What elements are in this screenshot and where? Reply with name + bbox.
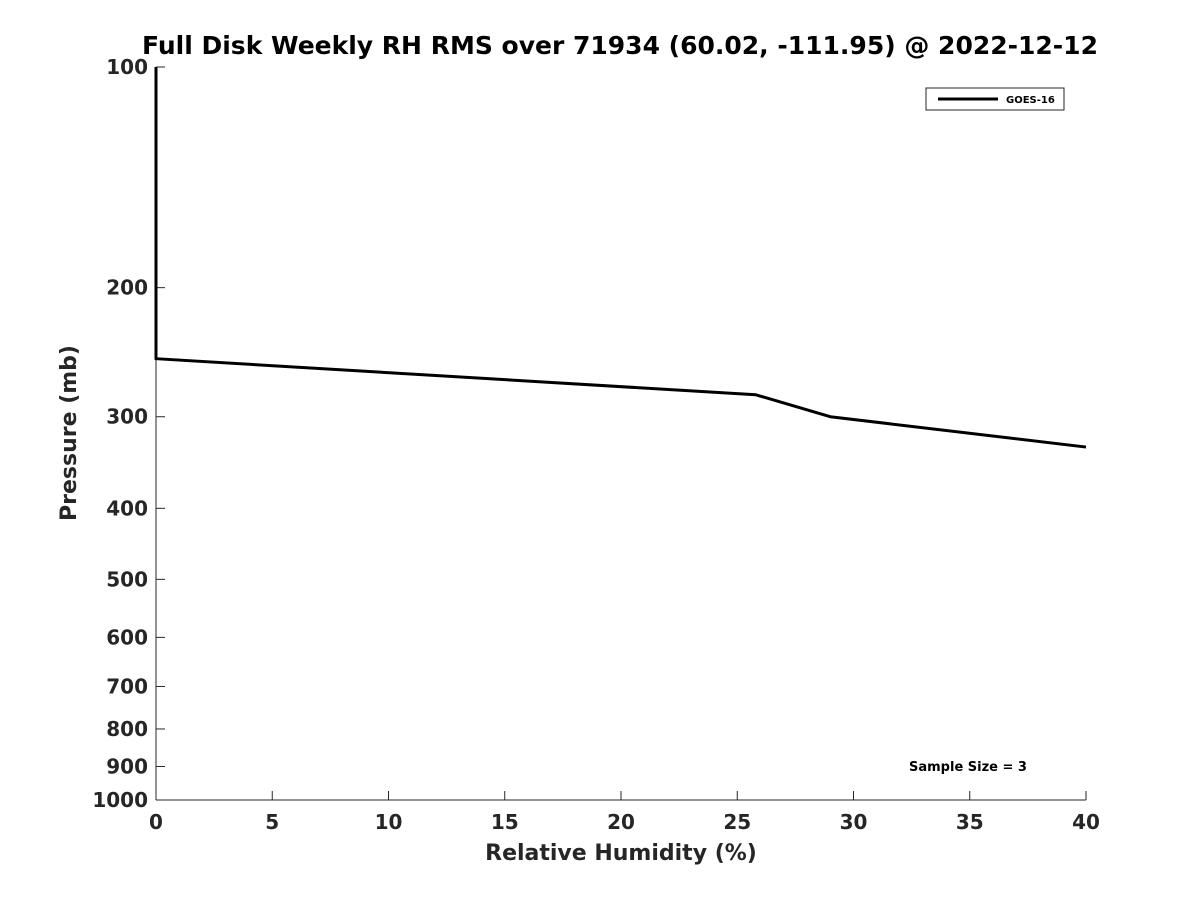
y-tick-label: 200 — [106, 276, 148, 300]
sample-size-note: Sample Size = 3 — [909, 760, 1027, 775]
y-tick-label: 800 — [106, 717, 148, 741]
y-tick-label: 700 — [106, 674, 148, 698]
x-tick-label: 10 — [375, 810, 403, 834]
y-tick-label: 300 — [106, 405, 148, 429]
y-ticks: 100 200 300 400 500 600 700 800 900 1000 — [92, 55, 165, 812]
x-axis-label: Relative Humidity (%) — [485, 841, 757, 866]
y-tick-label: 500 — [106, 567, 148, 591]
y-tick-label: 600 — [106, 625, 148, 649]
y-tick-label: 900 — [106, 754, 148, 778]
x-tick-label: 20 — [607, 810, 635, 834]
y-axis-label: Pressure (mb) — [57, 345, 82, 521]
y-tick-label: 1000 — [92, 788, 148, 812]
series-line-goes-16 — [154, 67, 1087, 449]
x-tick-label: 5 — [265, 810, 279, 834]
x-tick-label: 40 — [1072, 810, 1100, 834]
legend: GOES-16 — [925, 87, 1065, 111]
x-tick-label: 0 — [149, 810, 163, 834]
series-layer — [154, 67, 1087, 449]
x-tick-label: 30 — [840, 810, 868, 834]
x-ticks: 0 5 10 15 20 25 30 35 40 — [149, 791, 1100, 834]
x-tick-label: 15 — [491, 810, 519, 834]
x-tick-label: 35 — [956, 810, 984, 834]
chart-title: Full Disk Weekly RH RMS over 71934 (60.0… — [142, 31, 1098, 60]
x-tick-label: 25 — [723, 810, 751, 834]
y-tick-label: 400 — [106, 496, 148, 520]
y-tick-label: 100 — [106, 55, 148, 79]
legend-label-goes-16: GOES-16 — [1006, 95, 1055, 106]
